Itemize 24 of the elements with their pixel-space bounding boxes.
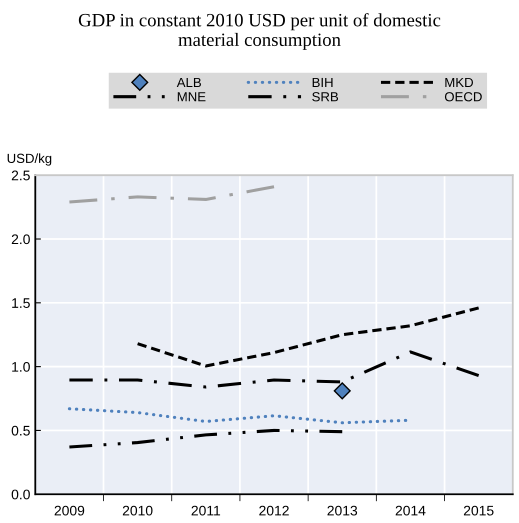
y-tick-label: 0.5 xyxy=(12,426,30,436)
y-tick-label: 2.0 xyxy=(12,234,30,244)
x-tick-label: 2012 xyxy=(259,506,289,516)
line-series xyxy=(68,428,344,449)
y-tick-label: 0.0 xyxy=(12,490,30,500)
legend-label: BIH xyxy=(312,78,333,88)
y-tick-label: 1.5 xyxy=(12,298,30,308)
x-tick-label: 2014 xyxy=(396,506,426,516)
x-tick-label: 2013 xyxy=(327,506,358,516)
legend-label: ALB xyxy=(176,78,201,88)
x-tick-label: 2015 xyxy=(464,506,494,516)
x-tick-label: 2011 xyxy=(192,506,220,516)
y-axis-title: USD/kg xyxy=(8,153,52,166)
y-tick-label: 2.5 xyxy=(12,170,30,180)
legend-label: OECD xyxy=(444,92,482,102)
line-series xyxy=(136,306,480,368)
y-tick-label: 1.0 xyxy=(12,362,30,372)
legend-label: MKD xyxy=(445,78,473,88)
legend-label: SRB xyxy=(312,92,338,102)
line-series xyxy=(68,185,276,204)
x-tick-label: 2009 xyxy=(54,506,84,516)
x-tick-label: 2010 xyxy=(122,506,153,516)
chart-title: GDP in constant 2010 USD per unit of domestic material consumption xyxy=(78,13,440,50)
legend-label: MNE xyxy=(178,92,206,102)
